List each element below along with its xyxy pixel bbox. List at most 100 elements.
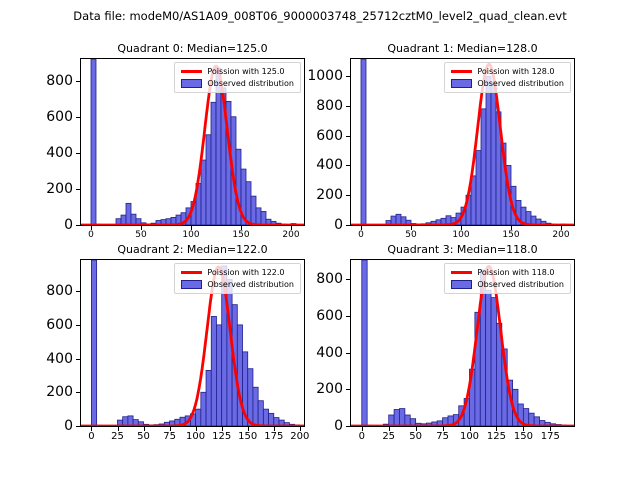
y-tick-label: 0	[334, 418, 343, 434]
legend-quadrant-0: Poission with 125.0 Observed distributio…	[174, 62, 301, 93]
y-tick-label: 200	[46, 384, 73, 401]
x-tick-label: 75	[163, 431, 176, 442]
x-tick-mark	[469, 427, 471, 431]
y-tick-mark	[76, 225, 80, 226]
x-tick-mark	[191, 226, 192, 230]
x-tick-label: 100	[182, 230, 200, 240]
subplot-title-quadrant-2: Quadrant 2: Median=122.0	[117, 243, 268, 256]
subplot-title-quadrant-3: Quadrant 3: Median=118.0	[387, 243, 538, 256]
legend-quadrant-1: Poission with 128.0 Observed distributio…	[444, 62, 571, 93]
y-tick-label: 600	[316, 307, 343, 324]
y-tick-mark	[76, 80, 80, 82]
x-tick-label: 150	[502, 230, 520, 240]
legend-label-observed: Observed distribution	[477, 79, 564, 88]
poisson-line-swatch-icon	[181, 70, 203, 73]
axes-quadrant-2: Poission with 122.0 Observed distributio…	[46, 259, 309, 442]
y-tick-label: 800	[316, 271, 343, 288]
x-tick-mark	[117, 427, 119, 431]
subplot-quadrant-0: Quadrant 0: Median=125.0 Poission with 1…	[46, 42, 305, 240]
subplot-quadrant-1: Quadrant 1: Median=128.0 Poission with 1…	[307, 42, 575, 240]
x-tick-label: 200	[282, 230, 300, 240]
y-tick-label: 1000	[307, 68, 343, 85]
y-tick-label: 600	[316, 127, 343, 144]
legend-label-poisson: Poission with 122.0	[207, 268, 285, 277]
x-tick-label: 100	[186, 431, 206, 442]
legend-label-observed: Observed distribution	[207, 280, 294, 289]
x-tick-label: 125	[486, 431, 506, 442]
y-tick-mark	[76, 324, 80, 326]
x-tick-label: 200	[290, 431, 310, 442]
observed-patch-swatch-icon	[181, 280, 203, 289]
y-tick-mark	[346, 195, 350, 197]
x-tick-label: 0	[88, 230, 94, 240]
y-tick-mark	[346, 165, 350, 167]
x-tick-mark	[442, 427, 444, 431]
x-tick-mark	[91, 427, 93, 431]
x-tick-label: 150	[513, 431, 533, 442]
y-tick-label: 800	[46, 72, 73, 89]
observed-patch-swatch-icon	[451, 280, 473, 289]
y-tick-label: 200	[46, 180, 73, 197]
y-tick-label: 800	[316, 97, 343, 114]
y-tick-mark	[76, 392, 80, 394]
poisson-line-swatch-icon	[451, 271, 473, 274]
y-tick-mark	[346, 352, 350, 354]
x-tick-label: 50	[409, 431, 422, 442]
x-tick-mark	[361, 226, 362, 230]
legend-item-poisson: Poission with 122.0	[181, 268, 294, 277]
legend-item-observed: Observed distribution	[451, 280, 564, 289]
y-tick-label: 400	[316, 344, 343, 361]
legend-label-poisson: Poission with 118.0	[477, 268, 555, 277]
x-tick-mark	[241, 226, 242, 230]
x-tick-mark	[91, 226, 92, 230]
y-tick-label: 400	[316, 157, 343, 174]
x-tick-mark	[550, 427, 552, 431]
y-tick-mark	[346, 426, 350, 427]
x-tick-mark	[195, 427, 197, 431]
legend-item-poisson: Poission with 118.0	[451, 268, 564, 277]
x-tick-label: 0	[358, 431, 365, 442]
x-tick-mark	[561, 226, 562, 230]
y-tick-mark	[346, 76, 350, 78]
histogram-plot-quadrant-2	[81, 260, 304, 426]
x-tick-label: 25	[382, 431, 396, 442]
axes-quadrant-0: Poission with 125.0 Observed distributio…	[46, 58, 305, 240]
y-tick-label: 0	[64, 217, 73, 233]
y-tick-label: 800	[46, 283, 73, 300]
x-tick-label: 0	[358, 230, 364, 240]
legend-item-poisson: Poission with 128.0	[451, 67, 564, 76]
legend-item-observed: Observed distribution	[181, 280, 294, 289]
x-tick-mark	[141, 226, 142, 230]
y-tick-label: 600	[46, 316, 73, 333]
y-tick-mark	[346, 135, 350, 137]
axes-quadrant-1: Poission with 128.0 Observed distributio…	[307, 58, 575, 240]
subplot-quadrant-2: Quadrant 2: Median=122.0 Poission with 1…	[46, 243, 309, 442]
x-tick-mark	[247, 427, 249, 431]
y-tick-label: 0	[334, 217, 343, 233]
observed-patch-swatch-icon	[181, 79, 203, 88]
x-tick-mark	[361, 427, 363, 431]
y-tick-mark	[346, 389, 350, 391]
subplot-quadrant-3: Quadrant 3: Median=118.0 Poission with 1…	[316, 243, 575, 442]
x-tick-label: 175	[264, 431, 284, 442]
y-tick-mark	[346, 225, 350, 226]
x-tick-label: 150	[238, 431, 258, 442]
y-tick-mark	[346, 279, 350, 281]
legend-label-observed: Observed distribution	[477, 280, 564, 289]
x-tick-mark	[388, 427, 390, 431]
x-tick-label: 50	[137, 431, 150, 442]
y-tick-mark	[76, 358, 80, 360]
y-tick-mark	[76, 152, 80, 154]
y-tick-mark	[346, 315, 350, 317]
legend-label-poisson: Poission with 125.0	[207, 67, 285, 76]
x-tick-mark	[291, 226, 292, 230]
x-tick-mark	[461, 226, 462, 230]
legend-quadrant-2: Poission with 122.0 Observed distributio…	[174, 263, 301, 294]
x-tick-mark	[299, 427, 301, 431]
observed-patch-swatch-icon	[451, 79, 473, 88]
poisson-line-swatch-icon	[451, 70, 473, 73]
legend-label-poisson: Poission with 128.0	[477, 67, 555, 76]
x-tick-mark	[523, 427, 525, 431]
figure-title: Data file: modeM0/AS1A09_008T06_90000037…	[73, 9, 567, 23]
